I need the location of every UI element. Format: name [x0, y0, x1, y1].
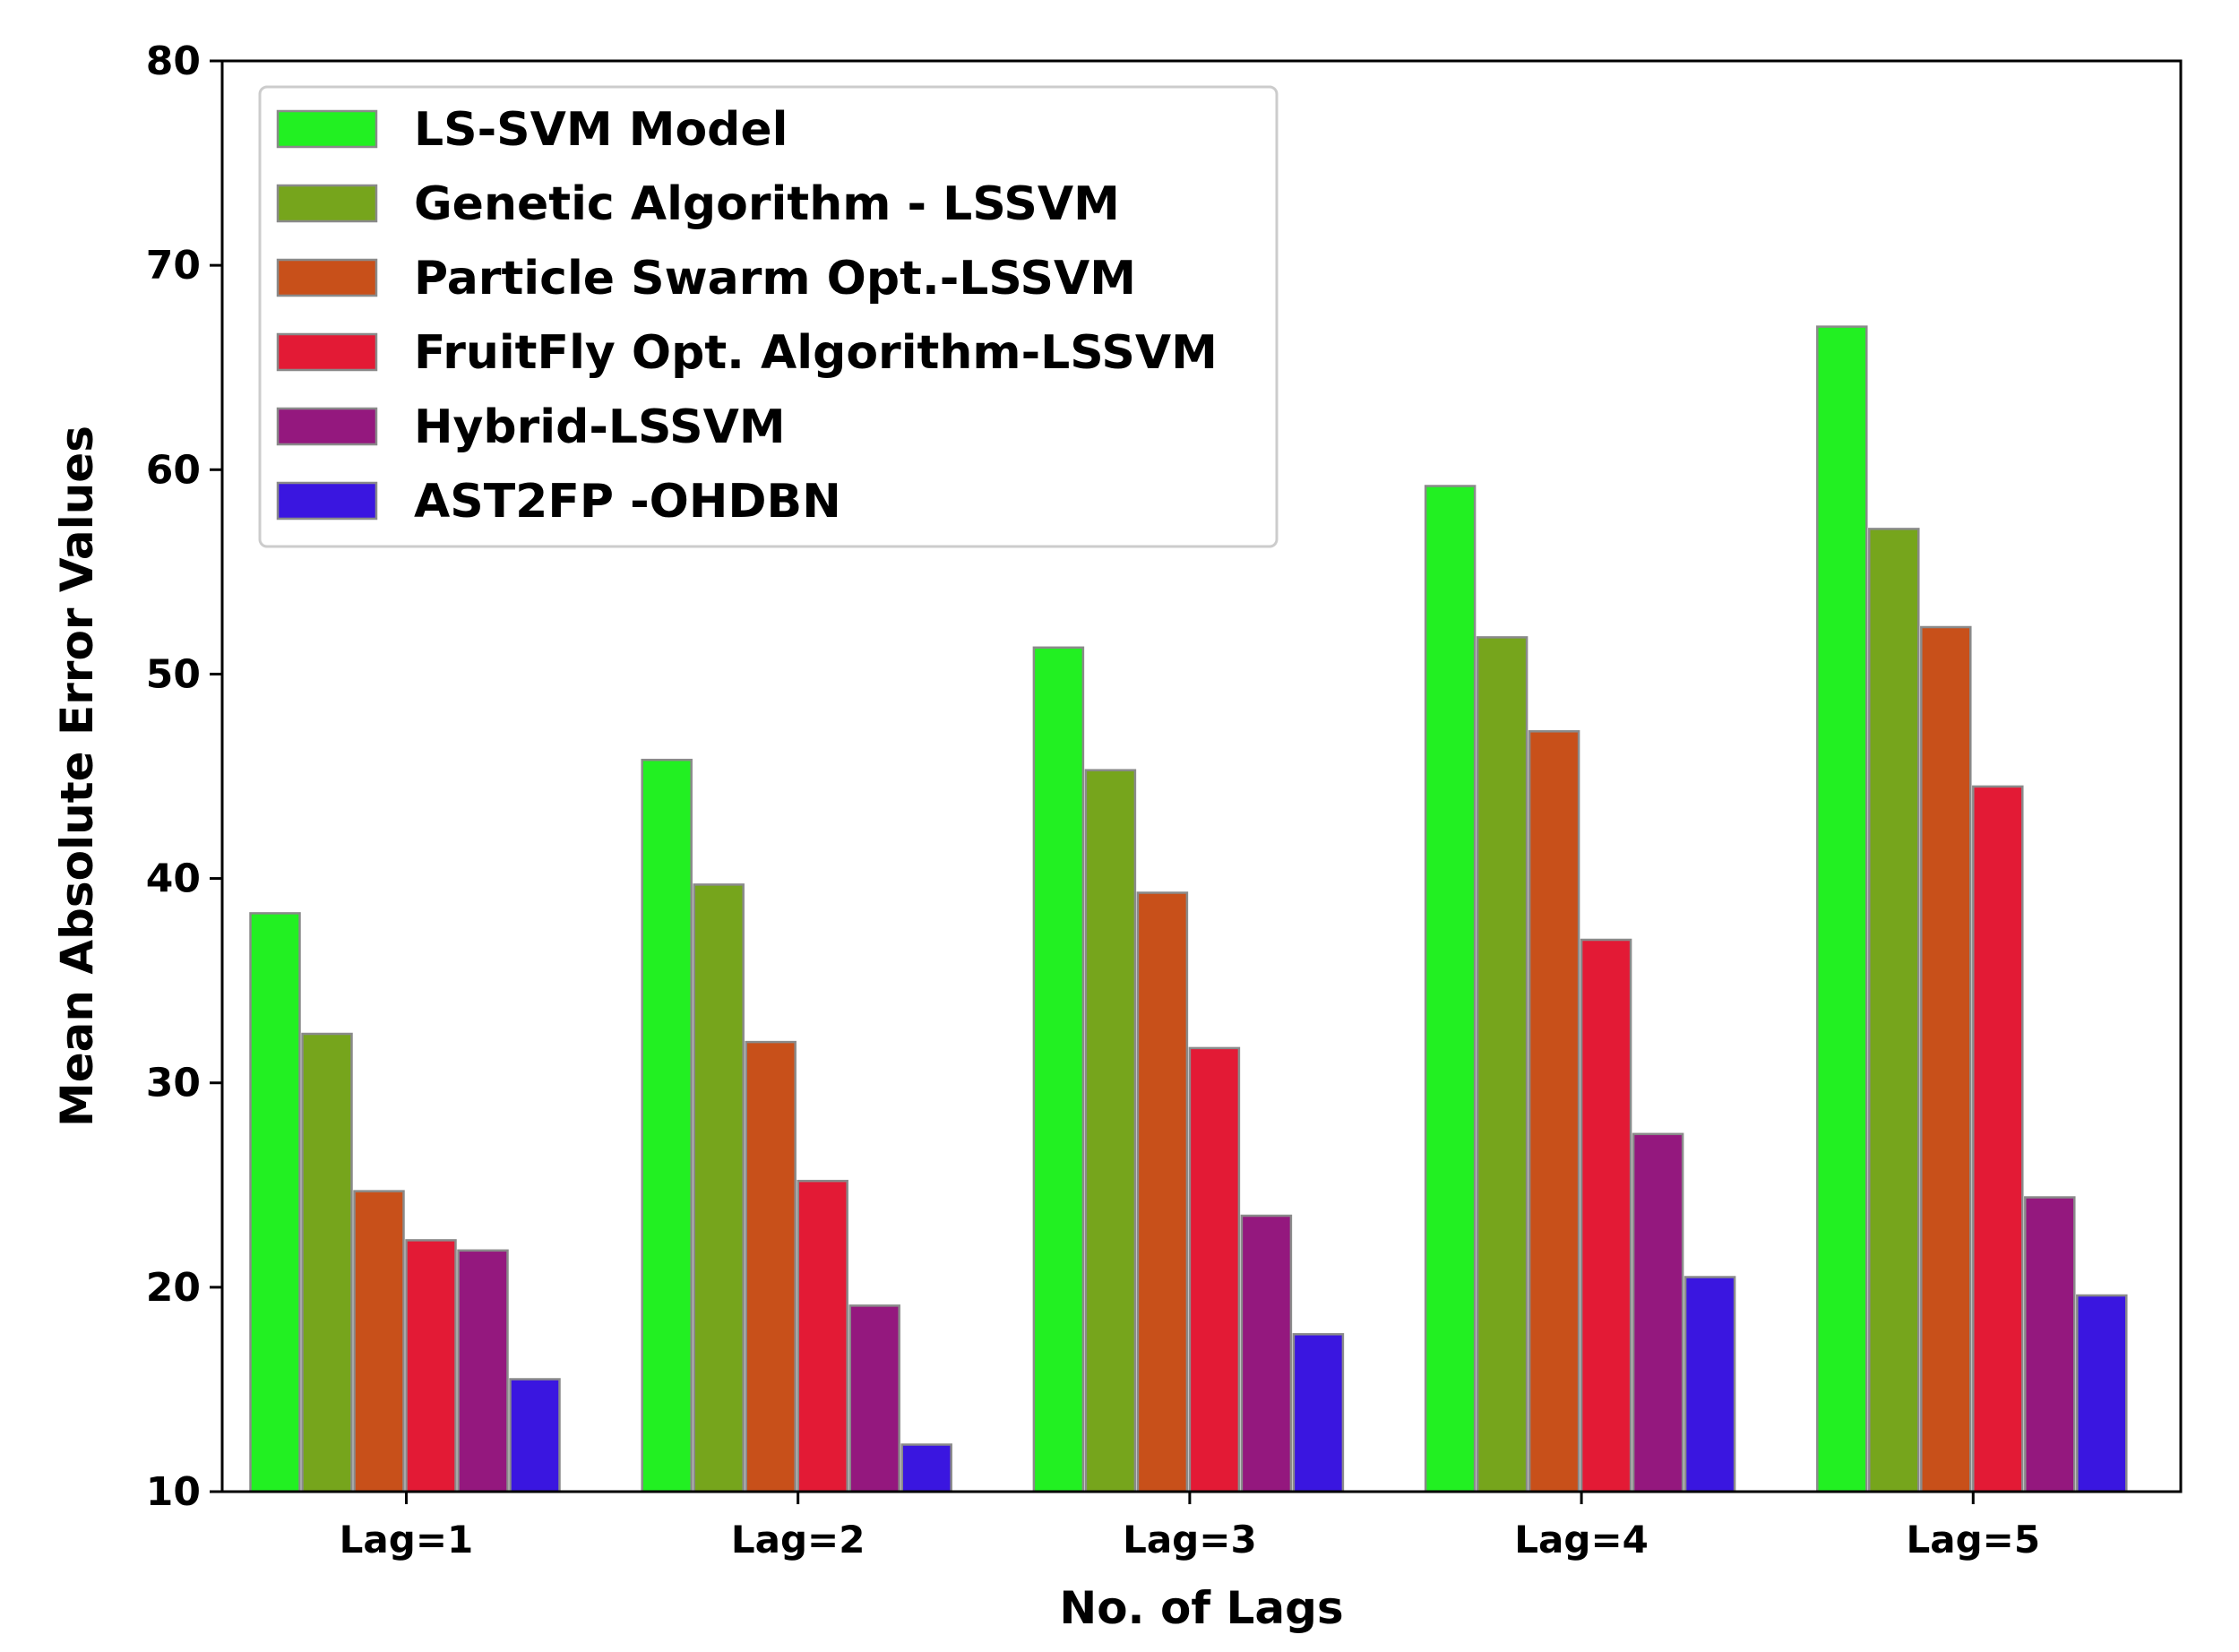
bar-lag-1-series-5 [457, 1249, 509, 1493]
bar-lag-5-series-2 [1868, 528, 1920, 1493]
legend-swatch [276, 481, 378, 521]
x-tick-label: Lag=1 [340, 1518, 474, 1562]
bar-lag-1-series-1 [249, 912, 301, 1493]
bar-lag-1-series-6 [509, 1378, 561, 1493]
y-axis: 10 20 30 40 50 60 70 80 [146, 39, 222, 1515]
bar-lag-3-series-1 [1032, 646, 1085, 1493]
bar-lag-5-series-6 [2076, 1294, 2128, 1493]
y-tick-label: 30 [146, 1061, 201, 1106]
bar-lag-2-series-3 [745, 1040, 797, 1493]
bar-lag-1-series-2 [301, 1032, 353, 1493]
x-tick-label: Lag=5 [1906, 1518, 2040, 1562]
bar-lag-2-series-4 [797, 1179, 848, 1493]
y-axis-title: Mean Absolute Error Values [51, 426, 103, 1127]
bar-lag-3-series-4 [1188, 1046, 1241, 1493]
legend-label: FruitFly Opt. Algorithm-LSSVM [414, 326, 1218, 380]
bar-lag-3-series-5 [1240, 1214, 1293, 1493]
bar-lag-1-series-3 [353, 1190, 405, 1493]
x-tick-label: Lag=3 [1123, 1518, 1257, 1562]
legend-swatch [276, 258, 378, 297]
bar-lag-4-series-5 [1632, 1132, 1684, 1493]
legend-label: Hybrid-LSSVM [414, 400, 786, 454]
legend-swatch [276, 332, 378, 372]
bar-lag-3-series-6 [1292, 1333, 1345, 1493]
legend-swatch [276, 109, 378, 149]
y-tick-label: 80 [146, 39, 201, 84]
bar-lag-2-series-6 [900, 1443, 952, 1493]
legend-label: Particle Swarm Opt.-LSSVM [414, 252, 1136, 305]
bar-lag-2-series-5 [848, 1304, 900, 1493]
bars-layer [249, 325, 2128, 1493]
legend-label: Genetic Algorithm - LSSVM [414, 177, 1120, 231]
x-tick-label: Lag=4 [1514, 1518, 1649, 1562]
y-tick-label: 40 [146, 856, 201, 902]
bar-lag-2-series-1 [641, 758, 693, 1493]
bar-lag-5-series-4 [1972, 785, 2024, 1493]
bar-lag-1-series-4 [405, 1239, 457, 1493]
bar-lag-5-series-3 [1920, 625, 1972, 1493]
bar-lag-4-series-2 [1476, 636, 1529, 1493]
y-tick-label: 10 [146, 1469, 201, 1515]
bar-lag-5-series-1 [1816, 325, 1868, 1493]
x-tick-label: Lag=2 [731, 1518, 865, 1562]
bar-lag-4-series-4 [1580, 938, 1632, 1493]
legend-swatch [276, 184, 378, 223]
bar-lag-4-series-3 [1528, 730, 1580, 1493]
y-tick-label: 20 [146, 1265, 201, 1311]
legend-label: AST2FP -OHDBN [414, 475, 841, 529]
bar-lag-3-series-3 [1136, 891, 1189, 1493]
legend-frame [258, 85, 1279, 548]
bar-lag-5-series-5 [2024, 1196, 2076, 1493]
y-tick-label: 50 [146, 651, 201, 697]
bar-lag-3-series-2 [1084, 769, 1137, 1493]
legend: LS-SVM Model Genetic Algorithm - LSSVM Par… [258, 85, 1279, 548]
y-tick-label: 70 [146, 243, 201, 288]
x-axis: Lag=1 Lag=2 Lag=3 Lag=4 Lag=5 [340, 1492, 2040, 1562]
legend-swatch [276, 407, 378, 446]
plot-frame [220, 59, 2183, 1493]
bar-lag-4-series-1 [1424, 485, 1477, 1493]
bar-lag-4-series-6 [1684, 1276, 1736, 1493]
y-tick-label: 60 [146, 447, 201, 493]
x-axis-title: No. of Lags [1059, 1582, 1343, 1634]
bar-lag-2-series-2 [693, 883, 745, 1493]
legend-label: LS-SVM Model [414, 103, 788, 157]
